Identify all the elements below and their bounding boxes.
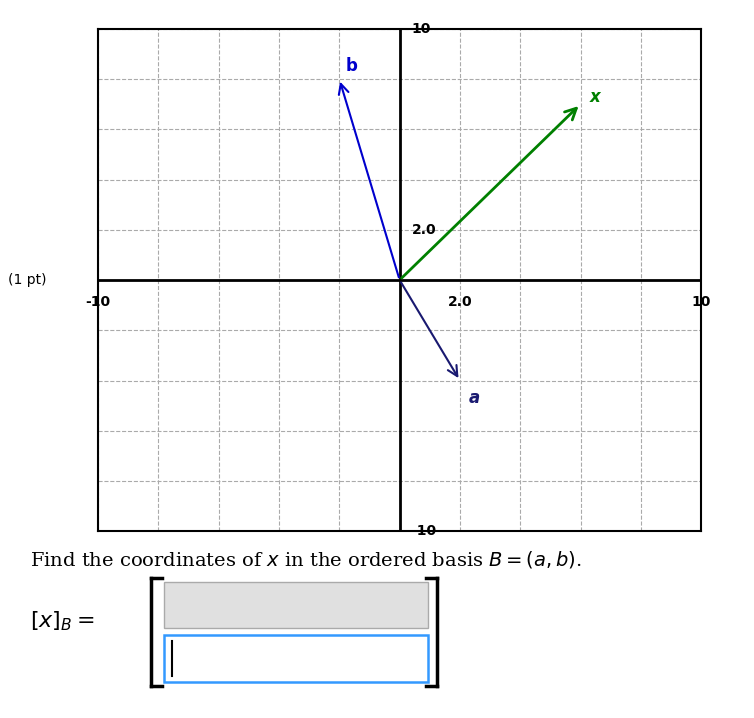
Text: Find the coordinates of $x$ in the ordered basis $B = (a, b)$.: Find the coordinates of $x$ in the order… <box>30 549 582 570</box>
Text: 10: 10 <box>691 295 711 309</box>
Text: 2.0: 2.0 <box>448 295 472 309</box>
Text: a: a <box>469 389 480 407</box>
Text: 10: 10 <box>412 22 431 36</box>
Text: $[x]_B = $: $[x]_B = $ <box>30 610 95 633</box>
Text: x: x <box>590 88 600 106</box>
Text: 2.0: 2.0 <box>412 223 437 237</box>
Text: (1 pt): (1 pt) <box>8 273 46 287</box>
Text: -10: -10 <box>85 295 111 309</box>
Text: b: b <box>345 57 357 75</box>
Text: -10: -10 <box>412 524 437 538</box>
